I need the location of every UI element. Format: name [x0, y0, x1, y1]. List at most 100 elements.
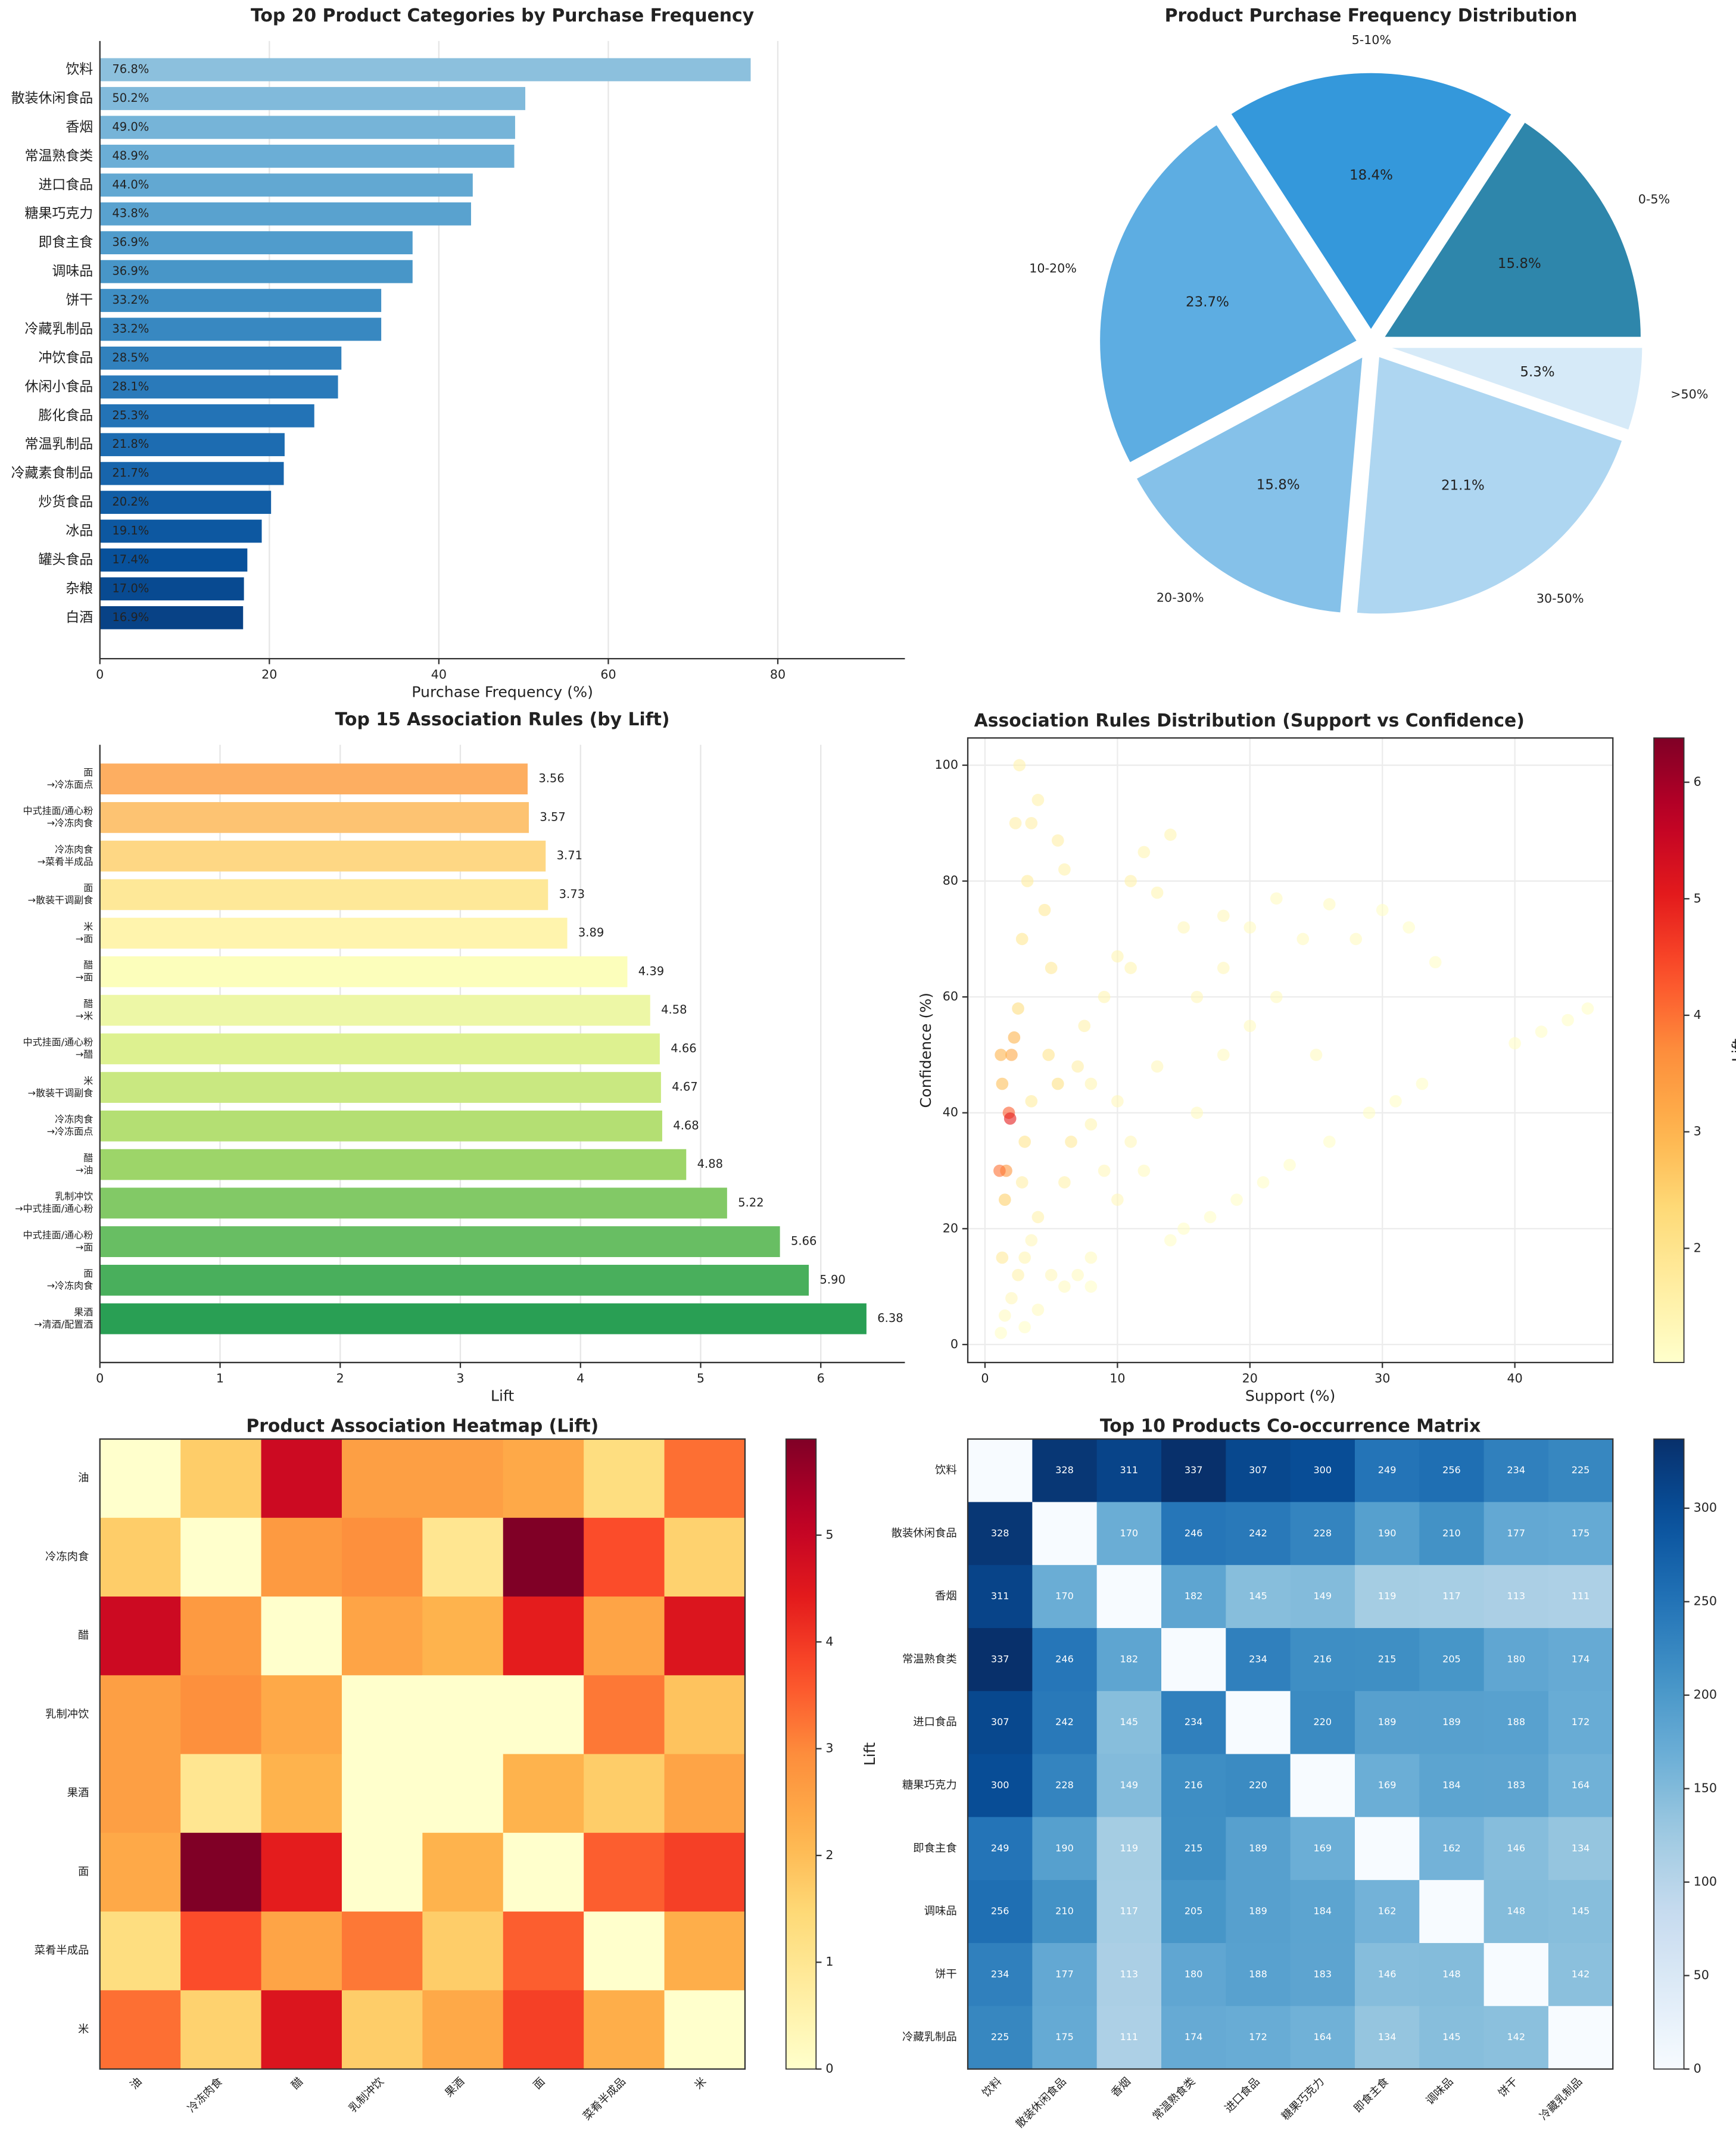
x-tick-label: 10	[1109, 1371, 1125, 1386]
y-tick-label: 进口食品	[39, 177, 93, 192]
heatmap-cell	[584, 1912, 665, 1991]
heatmap-cell	[1354, 1627, 1420, 1692]
heatmap-cell	[1226, 1817, 1291, 1881]
heatmap-cell	[1483, 1502, 1549, 1566]
value-label: 36.9%	[112, 264, 149, 278]
heatmap-cell	[1290, 1880, 1355, 1944]
cell-label: 216	[1185, 1779, 1203, 1791]
slice-value-label: 15.8%	[1498, 256, 1541, 272]
scatter-point	[1005, 1049, 1018, 1061]
cell-label: 337	[991, 1653, 1009, 1664]
cell-label: 113	[1507, 1591, 1525, 1602]
scatter-point	[1124, 1136, 1137, 1148]
value-label: 3.71	[557, 849, 582, 862]
cell-label: 169	[1313, 1842, 1332, 1854]
bar	[99, 763, 528, 795]
cell-label: 170	[1120, 1527, 1139, 1539]
heatmap-cell	[1419, 1942, 1485, 2007]
scatter-point	[1084, 1280, 1098, 1293]
scatter-point	[1078, 1019, 1091, 1033]
y-tick-label: →面	[76, 1242, 93, 1253]
cell-label: 134	[1378, 2031, 1397, 2043]
colorbar-tick-label: 6	[1694, 775, 1701, 789]
heatmap-cell	[1290, 2006, 1355, 2070]
x-tick-label: 1	[216, 1371, 224, 1386]
heatmap-cell	[180, 1754, 262, 1833]
y-tick-label: →冷冻肉食	[47, 1280, 93, 1292]
heatmap-cell	[1032, 1502, 1098, 1566]
cell-label: 249	[1378, 1464, 1397, 1476]
heatmap-cell	[1226, 1880, 1291, 1944]
bar	[99, 1110, 662, 1142]
colorbar-tick-label: 4	[825, 1634, 833, 1648]
cell-label: 117	[1120, 1906, 1139, 1917]
bar	[99, 994, 650, 1026]
plot-frame	[967, 1438, 1614, 2070]
bar	[99, 202, 471, 226]
heatmap-cell	[422, 1990, 504, 2070]
heatmap-cell	[261, 1754, 342, 1833]
cell-label: 228	[1313, 1527, 1332, 1539]
value-label: 4.39	[638, 964, 664, 978]
scatter-point	[1051, 1077, 1064, 1090]
heatmap-cell	[422, 1912, 504, 1991]
cell-label: 183	[1507, 1779, 1525, 1791]
cell-label: 189	[1442, 1716, 1461, 1727]
y-axis-label: Confidence (%)	[917, 993, 934, 1108]
heatmap-cell	[99, 1754, 181, 1833]
y-tick-label: 饼干	[935, 1968, 957, 1981]
y-tick-label: 糖果巧克力	[902, 1779, 957, 1791]
y-tick-label: 面	[83, 1268, 93, 1279]
heatmap-cell	[1161, 1565, 1227, 1629]
scatter-point	[1003, 1112, 1017, 1125]
heatmap-cell	[1419, 1502, 1485, 1566]
chart-title: Product Association Heatmap (Lift)	[246, 1415, 599, 1436]
cell-label: 174	[1572, 1653, 1590, 1664]
heatmap-cell	[99, 1675, 181, 1755]
heatmap-cell	[1096, 2006, 1162, 2070]
value-label: 5.22	[738, 1196, 763, 1209]
heatmap-cell	[99, 1596, 181, 1676]
y-tick-label: 杂粮	[66, 581, 93, 596]
cell-label: 142	[1572, 1968, 1590, 1979]
value-label: 50.2%	[112, 91, 149, 105]
y-tick-label: 醋	[83, 959, 93, 971]
heatmap-cell	[1161, 1502, 1227, 1566]
heatmap-cell	[1096, 1754, 1162, 1818]
y-tick-label: 冷冻肉食	[55, 1114, 93, 1125]
cell-label: 205	[1442, 1653, 1461, 1664]
heatmap-cell	[1161, 1942, 1227, 2007]
heatmap-cell	[1096, 1817, 1162, 1881]
bar	[99, 840, 546, 872]
heatmap-cell	[664, 1675, 746, 1755]
y-tick-label: 白酒	[66, 610, 93, 625]
scatter-point	[1018, 1251, 1031, 1264]
cell-label: 337	[1185, 1464, 1203, 1476]
cell-label: 113	[1120, 1968, 1139, 1979]
heatmap-cell	[1096, 1565, 1162, 1629]
cell-label: 234	[1185, 1716, 1203, 1727]
heatmap-cell	[1548, 1439, 1613, 1503]
slice-value-label: 21.1%	[1441, 478, 1485, 494]
y-tick-label: 常温乳制品	[25, 436, 93, 452]
cell-label: 117	[1442, 1591, 1461, 1602]
y-tick-label: 散装休闲食品	[892, 1527, 957, 1539]
value-label: 4.88	[697, 1157, 723, 1171]
heatmap-cell	[503, 1912, 584, 1991]
cell-label: 148	[1442, 1968, 1461, 1979]
cell-label: 188	[1249, 1968, 1267, 1979]
y-tick-label: →油	[76, 1164, 93, 1175]
heatmap-cell	[1226, 1565, 1291, 1629]
heatmap-cell	[1161, 2006, 1227, 2070]
scatter-point	[1217, 962, 1230, 974]
y-tick-label: →面	[76, 972, 93, 983]
cell-label: 184	[1442, 1779, 1461, 1791]
cell-label: 311	[1120, 1464, 1139, 1476]
cell-label: 174	[1185, 2031, 1203, 2043]
y-tick-label: 100	[935, 757, 958, 772]
scatter-point	[1012, 1002, 1024, 1015]
y-tick-label: 油	[78, 1472, 89, 1485]
heatmap-cell	[1354, 1754, 1420, 1818]
x-tick-label: 40	[1507, 1371, 1523, 1386]
bar	[99, 317, 382, 341]
